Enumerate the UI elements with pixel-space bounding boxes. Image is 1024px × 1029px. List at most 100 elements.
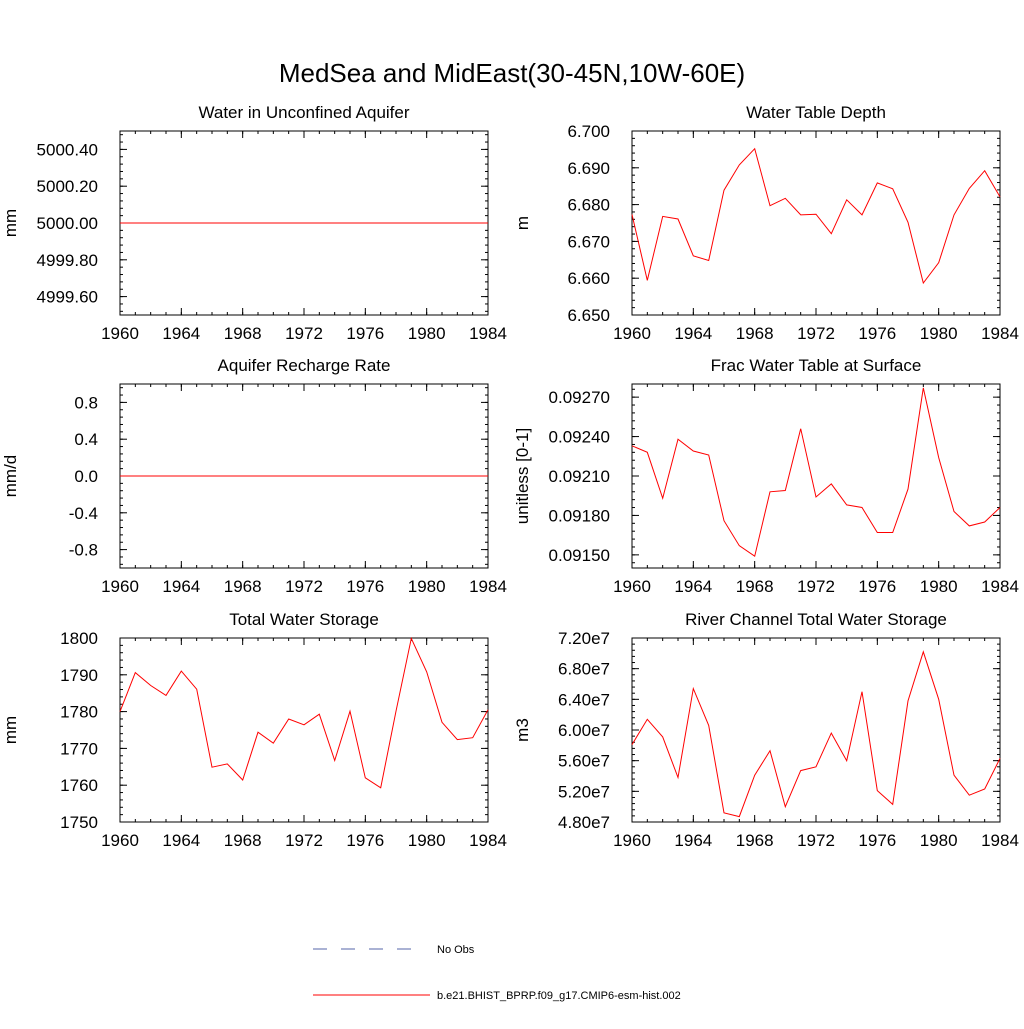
x-tick-label: 1972 bbox=[797, 324, 835, 343]
chart-panel-6: 1960 1964 1968 1972 1976 1980 1984 4.80e7 5.20e7… bbox=[513, 610, 1019, 850]
x-tick-label: 1968 bbox=[736, 577, 774, 596]
series-line bbox=[119, 636, 489, 789]
x-tick-label: 1964 bbox=[162, 831, 200, 850]
x-tick-label: 1972 bbox=[797, 831, 835, 850]
x-tick-label: 1980 bbox=[408, 831, 446, 850]
x-tick-label: 1976 bbox=[858, 324, 896, 343]
x-tick-label: 1972 bbox=[797, 577, 835, 596]
y-tick-label: 6.670 bbox=[567, 232, 610, 251]
figure-title: MedSea and MidEast(30-45N,10W-60E) bbox=[279, 58, 745, 88]
y-axis-label: m3 bbox=[513, 718, 532, 742]
chart-panel-3: 1960 1964 1968 1972 1976 1980 1984 -0.8 -0.4 0.0 0… bbox=[1, 356, 507, 596]
panel-title: Water Table Depth bbox=[746, 103, 886, 122]
series-line bbox=[631, 387, 1001, 558]
chart-panels: 1960 1964 1968 1972 1976 1980 1984 4999.60 4999.… bbox=[1, 103, 1019, 850]
x-tick-label: 1968 bbox=[224, 324, 262, 343]
y-tick-label: 5000.20 bbox=[37, 177, 98, 196]
x-tick-label: 1980 bbox=[920, 577, 958, 596]
x-tick-label: 1972 bbox=[285, 577, 323, 596]
panel-title: Water in Unconfined Aquifer bbox=[198, 103, 409, 122]
y-tick-label: 6.690 bbox=[567, 159, 610, 178]
x-tick-label: 1968 bbox=[224, 831, 262, 850]
y-tick-label: 4999.80 bbox=[37, 251, 98, 270]
chart-panel-2: 1960 1964 1968 1972 1976 1980 1984 6.650 6.660 6.… bbox=[513, 103, 1019, 343]
y-tick-label: 1790 bbox=[60, 666, 98, 685]
x-tick-label: 1976 bbox=[346, 831, 384, 850]
y-tick-label: 0.0 bbox=[74, 467, 98, 486]
y-tick-label: 0.09270 bbox=[549, 388, 610, 407]
x-tick-label: 1968 bbox=[736, 324, 774, 343]
x-tick-label: 1984 bbox=[981, 831, 1019, 850]
x-tick-label: 1960 bbox=[101, 577, 139, 596]
x-tick-label: 1968 bbox=[224, 577, 262, 596]
x-tick-label: 1964 bbox=[674, 831, 712, 850]
y-tick-label: 0.4 bbox=[74, 430, 98, 449]
y-tick-label: 6.650 bbox=[567, 306, 610, 325]
y-tick-label: 0.09210 bbox=[549, 467, 610, 486]
y-tick-label: 4.80e7 bbox=[558, 813, 610, 832]
y-axis-label: m bbox=[513, 216, 532, 230]
x-tick-label: 1980 bbox=[408, 324, 446, 343]
panel-title: River Channel Total Water Storage bbox=[685, 610, 947, 629]
x-tick-label: 1976 bbox=[858, 577, 896, 596]
x-tick-label: 1968 bbox=[736, 831, 774, 850]
panel-title: Frac Water Table at Surface bbox=[711, 356, 922, 375]
y-tick-label: 6.80e7 bbox=[558, 660, 610, 679]
y-tick-label: 6.680 bbox=[567, 196, 610, 215]
x-tick-label: 1960 bbox=[613, 577, 651, 596]
y-tick-label: 1800 bbox=[60, 629, 98, 648]
y-tick-label: 4999.60 bbox=[37, 288, 98, 307]
chart-panel-4: 1960 1964 1968 1972 1976 1980 1984 0.09150 0.091… bbox=[513, 356, 1019, 596]
y-tick-label: 1750 bbox=[60, 813, 98, 832]
y-tick-label: -0.4 bbox=[69, 504, 98, 523]
y-tick-label: 0.09240 bbox=[549, 428, 610, 447]
y-tick-label: 0.8 bbox=[74, 393, 98, 412]
y-tick-label: 6.40e7 bbox=[558, 690, 610, 709]
series-line bbox=[631, 147, 1001, 285]
y-tick-label: 5000.00 bbox=[37, 214, 98, 233]
legend-label-no-obs: No Obs bbox=[437, 944, 475, 956]
x-tick-label: 1960 bbox=[613, 831, 651, 850]
x-tick-label: 1984 bbox=[469, 577, 507, 596]
legend: No Obs b.e21.BHIST_BPRP.f09_g17.CMIP6-es… bbox=[313, 944, 681, 1002]
y-tick-label: 5.60e7 bbox=[558, 752, 610, 771]
x-tick-label: 1984 bbox=[981, 577, 1019, 596]
x-tick-label: 1984 bbox=[469, 831, 507, 850]
x-tick-label: 1972 bbox=[285, 831, 323, 850]
y-tick-label: 0.09150 bbox=[549, 546, 610, 565]
legend-label-model: b.e21.BHIST_BPRP.f09_g17.CMIP6-esm-hist.… bbox=[437, 990, 681, 1002]
plot-frame bbox=[119, 637, 489, 823]
y-tick-label: 6.700 bbox=[567, 122, 610, 141]
y-tick-label: -0.8 bbox=[69, 541, 98, 560]
plot-frame bbox=[631, 383, 1001, 569]
y-tick-label: 1760 bbox=[60, 776, 98, 795]
x-tick-label: 1976 bbox=[346, 577, 384, 596]
x-tick-label: 1972 bbox=[285, 324, 323, 343]
x-tick-label: 1976 bbox=[346, 324, 384, 343]
y-axis-label: mm bbox=[1, 716, 20, 744]
y-tick-label: 1770 bbox=[60, 739, 98, 758]
chart-panel-1: 1960 1964 1968 1972 1976 1980 1984 4999.60 4999.… bbox=[1, 103, 507, 343]
x-tick-label: 1984 bbox=[469, 324, 507, 343]
x-tick-label: 1960 bbox=[101, 324, 139, 343]
y-tick-label: 1780 bbox=[60, 703, 98, 722]
panel-title: Aquifer Recharge Rate bbox=[218, 356, 391, 375]
x-tick-label: 1980 bbox=[408, 577, 446, 596]
series-line bbox=[631, 650, 1001, 818]
x-tick-label: 1980 bbox=[920, 831, 958, 850]
y-tick-label: 5.20e7 bbox=[558, 782, 610, 801]
x-tick-label: 1964 bbox=[162, 577, 200, 596]
x-tick-label: 1964 bbox=[674, 577, 712, 596]
chart-panel-5: 1960 1964 1968 1972 1976 1980 1984 1750 1760 1770… bbox=[1, 610, 507, 850]
x-tick-label: 1984 bbox=[981, 324, 1019, 343]
x-tick-label: 1964 bbox=[162, 324, 200, 343]
x-tick-label: 1976 bbox=[858, 831, 896, 850]
y-axis-label: mm/d bbox=[1, 455, 20, 498]
y-tick-label: 6.660 bbox=[567, 269, 610, 288]
y-tick-label: 7.20e7 bbox=[558, 629, 610, 648]
x-tick-label: 1964 bbox=[674, 324, 712, 343]
y-tick-label: 6.00e7 bbox=[558, 721, 610, 740]
plot-frame bbox=[631, 130, 1001, 316]
panel-title: Total Water Storage bbox=[229, 610, 379, 629]
x-tick-label: 1980 bbox=[920, 324, 958, 343]
